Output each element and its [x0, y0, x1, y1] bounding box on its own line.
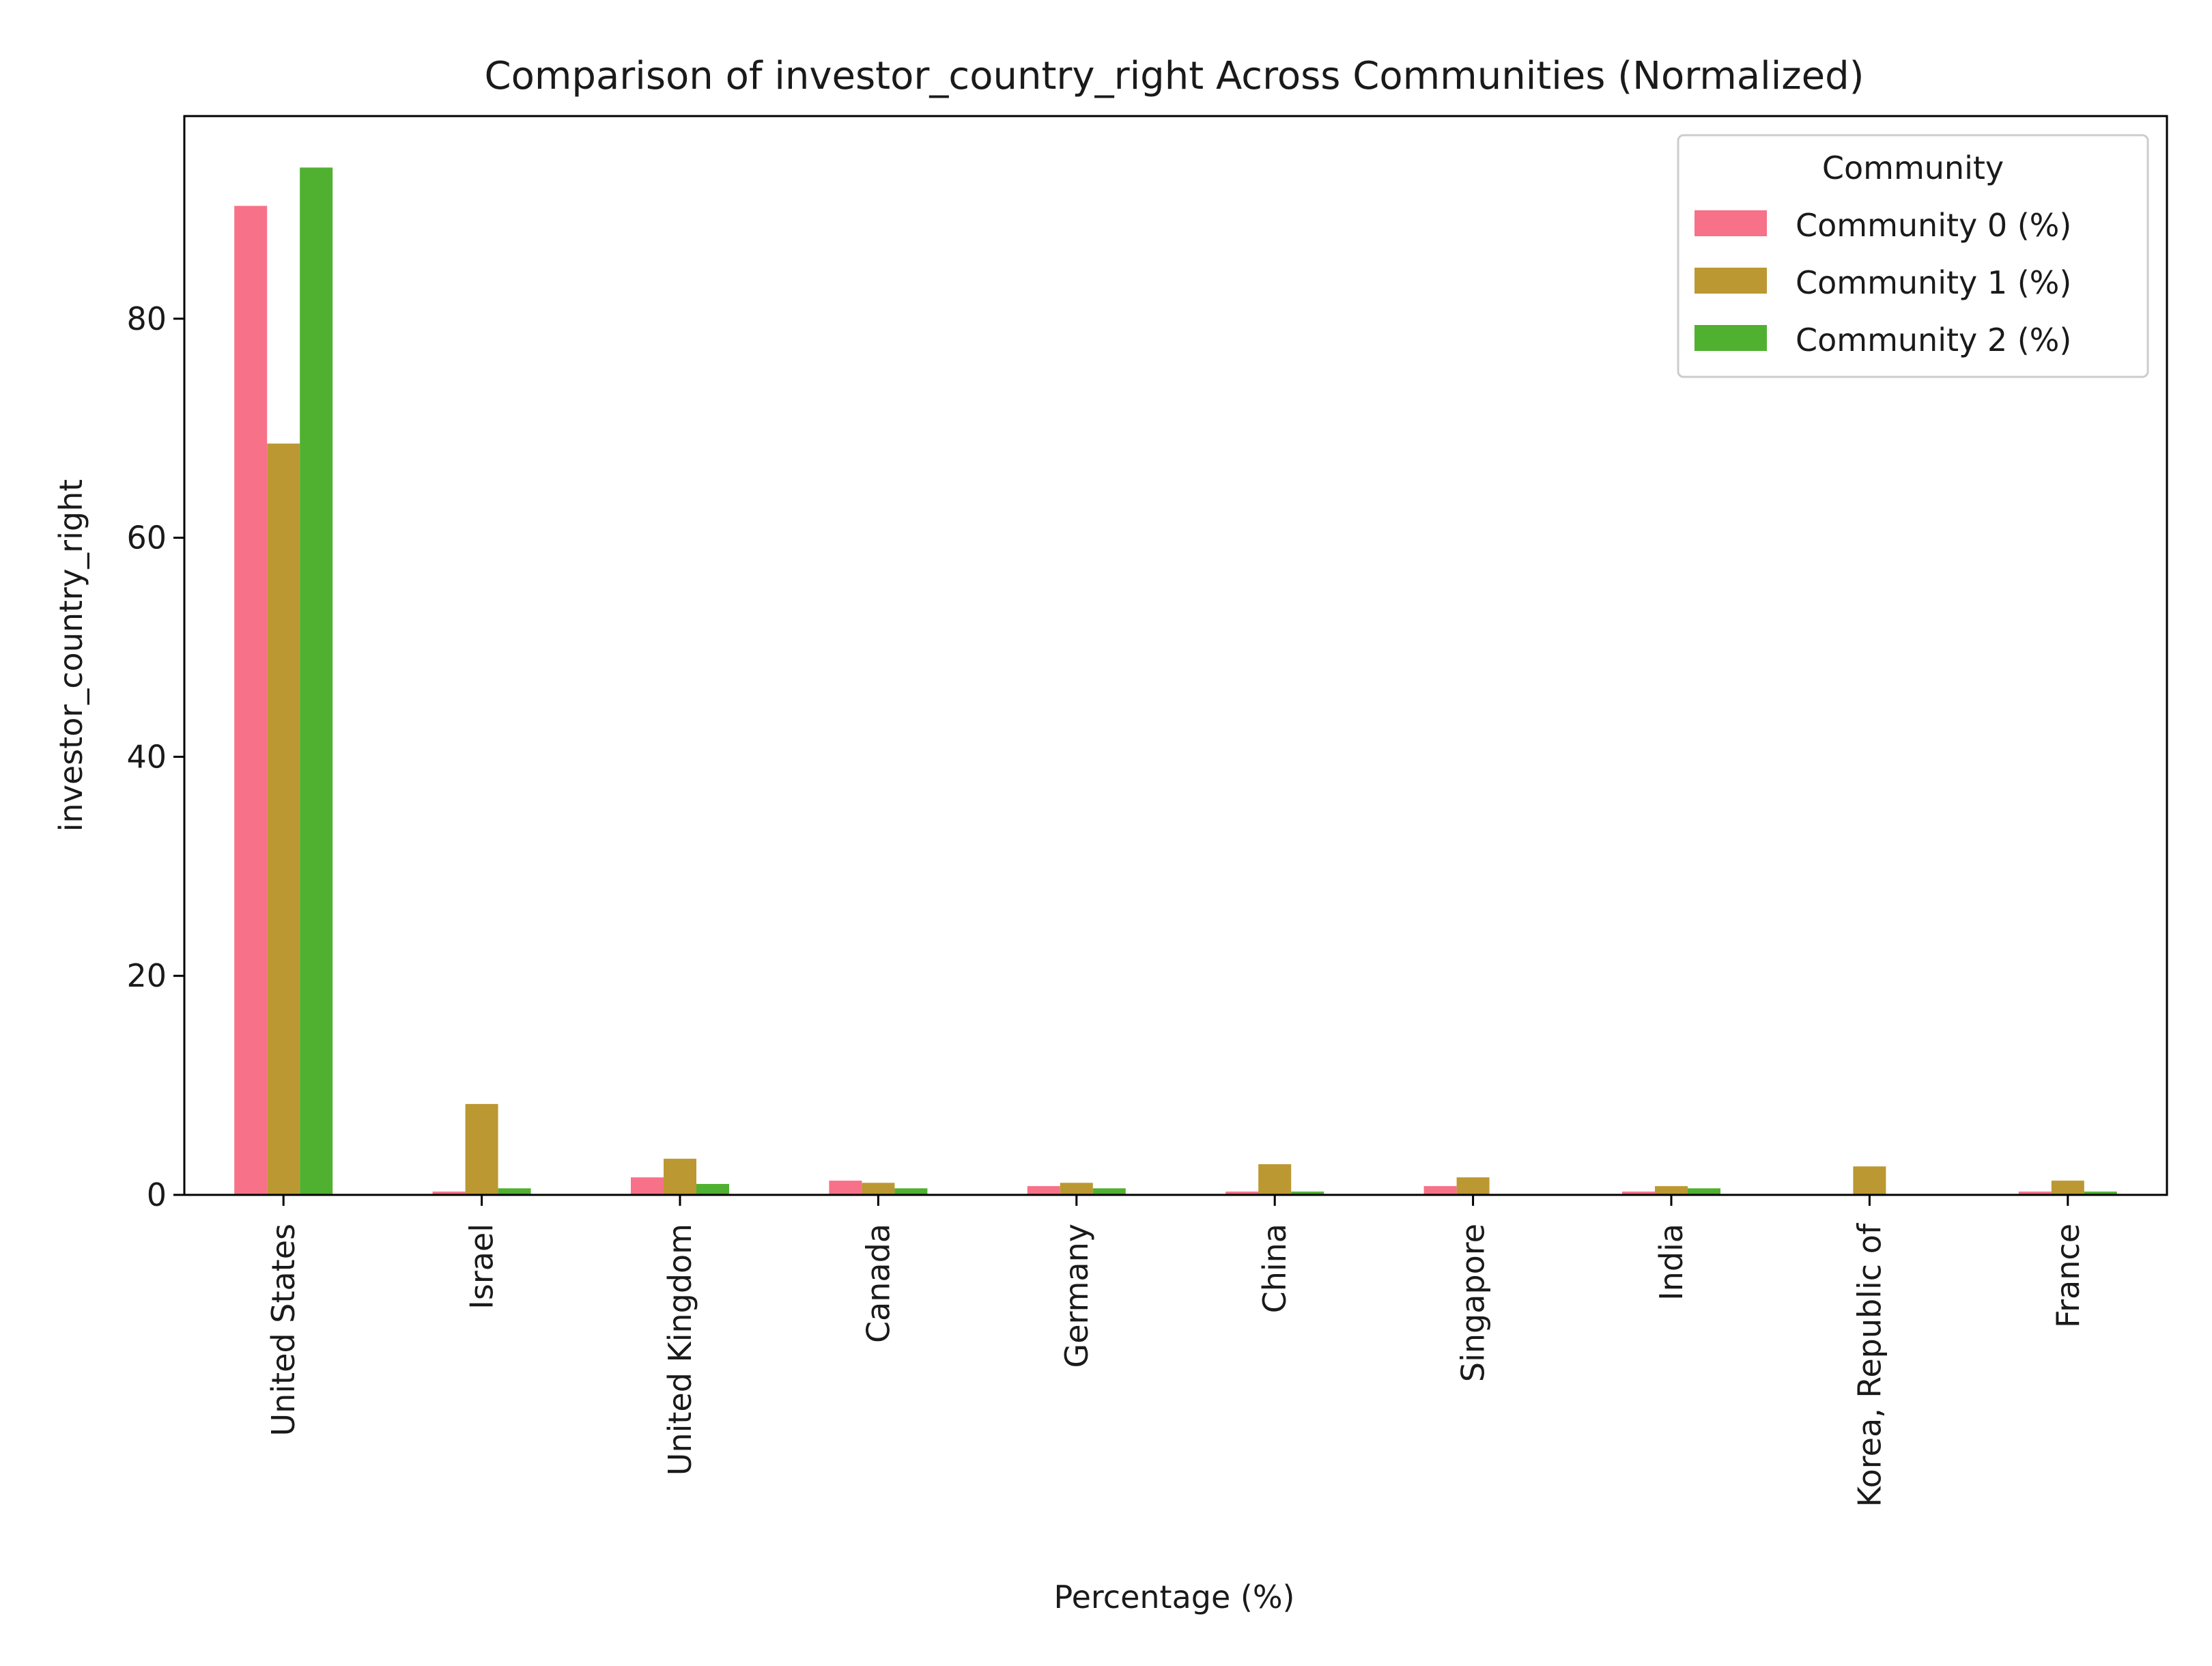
bar	[1060, 1183, 1093, 1195]
y-tick-label: 60	[126, 520, 167, 556]
bar	[2051, 1181, 2084, 1195]
bar	[1027, 1186, 1060, 1195]
legend-swatch	[1695, 325, 1767, 351]
x-tick-label: Singapore	[1455, 1224, 1492, 1382]
bar	[1456, 1177, 1490, 1195]
bar	[234, 206, 268, 1196]
x-axis: United States Israel United Kingdom Canada G…	[265, 1195, 2086, 1507]
x-tick-label: United States	[265, 1224, 302, 1437]
bar	[1423, 1186, 1457, 1195]
x-tick-label: Korea, Republic of	[1851, 1222, 1888, 1507]
bar	[1225, 1191, 1259, 1195]
bar	[267, 443, 300, 1195]
legend-swatch	[1695, 268, 1767, 294]
bar	[829, 1181, 862, 1195]
bar	[498, 1188, 531, 1195]
bar	[2084, 1191, 2117, 1195]
bar	[664, 1159, 696, 1195]
y-tick-label: 80	[126, 300, 167, 337]
legend-title: Community	[1822, 150, 2004, 186]
x-axis-label: Percentage (%)	[1054, 1579, 1295, 1615]
legend: Community Community 0 (%) Community 1 (%)…	[1677, 134, 2149, 378]
legend-label: Community 2 (%)	[1796, 322, 2071, 358]
plot-frame	[183, 115, 2168, 1196]
x-tick-label: India	[1653, 1224, 1690, 1301]
bar	[1655, 1186, 1688, 1195]
chart-title: Comparison of investor_country_right Acr…	[484, 54, 1864, 98]
bar	[1853, 1166, 1886, 1195]
bar	[300, 167, 333, 1195]
x-tick-label: Germany	[1058, 1224, 1095, 1368]
y-tick-label: 40	[126, 738, 167, 775]
x-tick-label: United Kingdom	[662, 1224, 698, 1476]
y-tick-label: 0	[147, 1176, 167, 1213]
bar	[465, 1103, 498, 1195]
x-tick-label: Canada	[860, 1224, 896, 1343]
y-tick-label: 20	[126, 957, 167, 994]
y-axis: 0 20 40 60 80	[126, 300, 184, 1213]
bar	[1258, 1164, 1292, 1195]
bar	[432, 1191, 466, 1195]
bar	[2018, 1191, 2052, 1195]
y-axis-label: investor_country_right	[53, 479, 89, 832]
bar	[631, 1177, 664, 1195]
bar	[1291, 1191, 1324, 1195]
x-tick-label: Israel	[464, 1224, 500, 1310]
legend-box	[1677, 134, 2149, 378]
bar	[894, 1188, 928, 1195]
legend-label: Community 0 (%)	[1796, 207, 2071, 244]
legend-items: Community 0 (%) Community 1 (%) Community …	[1695, 207, 2071, 358]
bars-group	[234, 167, 2117, 1196]
bar	[1092, 1188, 1126, 1195]
x-tick-label: China	[1256, 1224, 1293, 1313]
legend-swatch	[1695, 210, 1767, 236]
bar	[862, 1183, 895, 1195]
bar	[1688, 1188, 1720, 1195]
bar	[1622, 1191, 1655, 1195]
bar	[696, 1183, 729, 1195]
legend-label: Community 1 (%)	[1796, 264, 2071, 301]
x-tick-label: France	[2050, 1224, 2086, 1328]
